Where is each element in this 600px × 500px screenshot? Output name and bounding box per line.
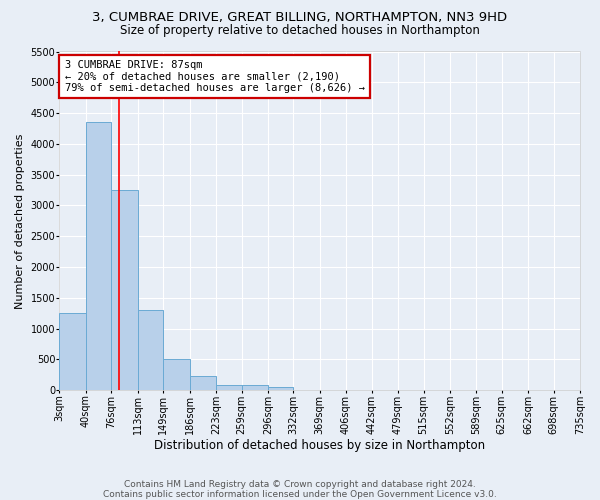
Bar (163, 360, 190, 390)
Y-axis label: Number of detached properties: Number of detached properties (15, 133, 25, 308)
Text: 3, CUMBRAE DRIVE, GREAT BILLING, NORTHAMPTON, NN3 9HD: 3, CUMBRAE DRIVE, GREAT BILLING, NORTHAM… (92, 11, 508, 24)
Bar (137, 310, 163, 390)
Bar (242, 384, 268, 390)
X-axis label: Distribution of detached houses by size in Northampton: Distribution of detached houses by size … (154, 440, 485, 452)
Bar (216, 384, 242, 390)
Bar (112, 190, 137, 390)
Bar (59, 314, 86, 390)
Bar (268, 386, 293, 390)
Bar (86, 122, 112, 390)
Text: Contains HM Land Registry data © Crown copyright and database right 2024.
Contai: Contains HM Land Registry data © Crown c… (103, 480, 497, 499)
Text: 3 CUMBRAE DRIVE: 87sqm
← 20% of detached houses are smaller (2,190)
79% of semi-: 3 CUMBRAE DRIVE: 87sqm ← 20% of detached… (65, 60, 365, 93)
Bar (190, 376, 216, 390)
Text: Size of property relative to detached houses in Northampton: Size of property relative to detached ho… (120, 24, 480, 37)
